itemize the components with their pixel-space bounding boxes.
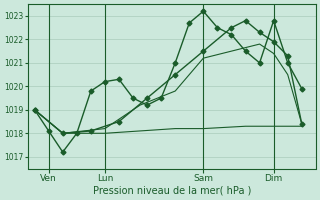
X-axis label: Pression niveau de la mer( hPa ): Pression niveau de la mer( hPa ) (92, 186, 251, 196)
